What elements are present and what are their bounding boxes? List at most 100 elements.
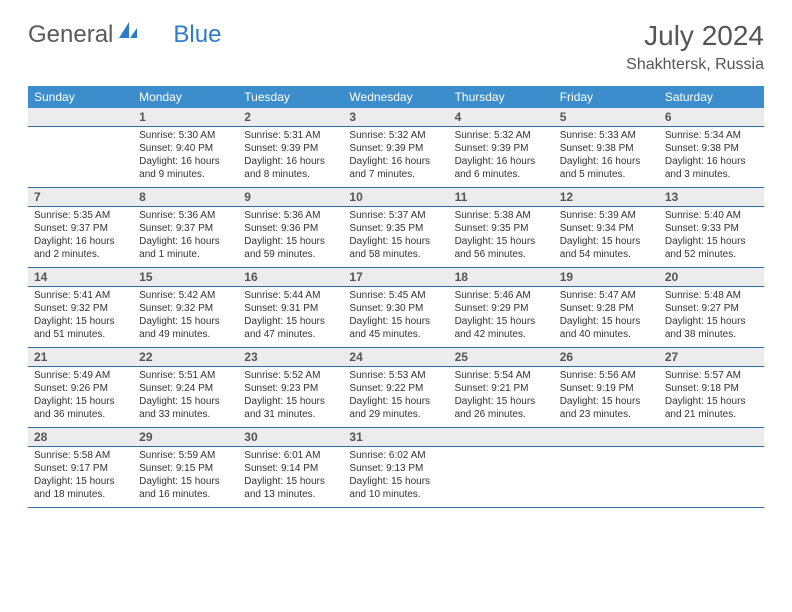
detail-line: Sunrise: 5:31 AM: [244, 129, 337, 142]
detail-line: and 51 minutes.: [34, 328, 127, 341]
day-detail-cell: [554, 447, 659, 508]
day-number: 31: [343, 428, 448, 446]
day-number: 28: [28, 428, 133, 446]
detail-line: and 9 minutes.: [139, 168, 232, 181]
day-detail: Sunrise: 5:32 AMSunset: 9:39 PMDaylight:…: [343, 127, 448, 187]
day-detail: Sunrise: 5:38 AMSunset: 9:35 PMDaylight:…: [449, 207, 554, 267]
day-detail-cell: Sunrise: 5:38 AMSunset: 9:35 PMDaylight:…: [449, 207, 554, 268]
detail-line: and 31 minutes.: [244, 408, 337, 421]
detail-line: Sunrise: 5:32 AM: [349, 129, 442, 142]
detail-line: Daylight: 15 hours: [139, 475, 232, 488]
detail-line: Sunset: 9:29 PM: [455, 302, 548, 315]
detail-line: Sunset: 9:40 PM: [139, 142, 232, 155]
day-number: 12: [554, 188, 659, 206]
detail-line: and 33 minutes.: [139, 408, 232, 421]
detail-line: and 3 minutes.: [665, 168, 758, 181]
detail-line: Sunset: 9:26 PM: [34, 382, 127, 395]
detail-line: Sunset: 9:15 PM: [139, 462, 232, 475]
day-detail: [659, 447, 764, 455]
day-detail: Sunrise: 5:41 AMSunset: 9:32 PMDaylight:…: [28, 287, 133, 347]
detail-line: Sunrise: 5:37 AM: [349, 209, 442, 222]
detail-line: Sunrise: 5:47 AM: [560, 289, 653, 302]
day-detail: Sunrise: 5:52 AMSunset: 9:23 PMDaylight:…: [238, 367, 343, 427]
day-number: 7: [28, 188, 133, 206]
day-detail-cell: Sunrise: 5:41 AMSunset: 9:32 PMDaylight:…: [28, 287, 133, 348]
day-detail: Sunrise: 5:49 AMSunset: 9:26 PMDaylight:…: [28, 367, 133, 427]
day-detail: [28, 127, 133, 135]
day-detail-cell: Sunrise: 5:59 AMSunset: 9:15 PMDaylight:…: [133, 447, 238, 508]
detail-line: and 7 minutes.: [349, 168, 442, 181]
day-number: 15: [133, 268, 238, 286]
detail-row: Sunrise: 5:49 AMSunset: 9:26 PMDaylight:…: [28, 367, 764, 428]
day-detail: Sunrise: 5:42 AMSunset: 9:32 PMDaylight:…: [133, 287, 238, 347]
detail-line: Sunrise: 5:38 AM: [455, 209, 548, 222]
day-detail-cell: Sunrise: 5:40 AMSunset: 9:33 PMDaylight:…: [659, 207, 764, 268]
detail-line: Sunrise: 5:51 AM: [139, 369, 232, 382]
detail-line: Daylight: 16 hours: [665, 155, 758, 168]
day-number-cell: 6: [659, 108, 764, 127]
detail-line: and 45 minutes.: [349, 328, 442, 341]
day-number: 26: [554, 348, 659, 366]
day-detail: Sunrise: 5:47 AMSunset: 9:28 PMDaylight:…: [554, 287, 659, 347]
day-number-cell: 29: [133, 428, 238, 447]
day-detail-cell: Sunrise: 5:39 AMSunset: 9:34 PMDaylight:…: [554, 207, 659, 268]
day-number: 5: [554, 108, 659, 126]
detail-line: Sunrise: 5:36 AM: [244, 209, 337, 222]
month-title: July 2024: [626, 20, 764, 52]
day-detail: Sunrise: 5:54 AMSunset: 9:21 PMDaylight:…: [449, 367, 554, 427]
day-detail-cell: Sunrise: 5:30 AMSunset: 9:40 PMDaylight:…: [133, 127, 238, 188]
day-number: 30: [238, 428, 343, 446]
day-number-cell: 31: [343, 428, 448, 447]
calendar-body: 123456Sunrise: 5:30 AMSunset: 9:40 PMDay…: [28, 108, 764, 508]
day-number-cell: 11: [449, 188, 554, 207]
sail-icon: [117, 20, 139, 49]
detail-line: Sunset: 9:39 PM: [244, 142, 337, 155]
day-number: 3: [343, 108, 448, 126]
day-detail-cell: Sunrise: 5:32 AMSunset: 9:39 PMDaylight:…: [449, 127, 554, 188]
detail-line: Sunrise: 5:34 AM: [665, 129, 758, 142]
detail-line: Sunrise: 6:01 AM: [244, 449, 337, 462]
day-number: 20: [659, 268, 764, 286]
day-detail-cell: Sunrise: 5:47 AMSunset: 9:28 PMDaylight:…: [554, 287, 659, 348]
day-detail-cell: Sunrise: 5:42 AMSunset: 9:32 PMDaylight:…: [133, 287, 238, 348]
day-detail: Sunrise: 5:46 AMSunset: 9:29 PMDaylight:…: [449, 287, 554, 347]
day-detail: Sunrise: 5:44 AMSunset: 9:31 PMDaylight:…: [238, 287, 343, 347]
detail-line: and 23 minutes.: [560, 408, 653, 421]
detail-line: and 1 minute.: [139, 248, 232, 261]
calendar-table: Sunday Monday Tuesday Wednesday Thursday…: [28, 86, 764, 508]
detail-line: Sunset: 9:38 PM: [665, 142, 758, 155]
detail-line: Sunset: 9:28 PM: [560, 302, 653, 315]
day-detail-cell: Sunrise: 5:37 AMSunset: 9:35 PMDaylight:…: [343, 207, 448, 268]
detail-line: Sunrise: 5:58 AM: [34, 449, 127, 462]
detail-line: Daylight: 15 hours: [349, 315, 442, 328]
day-detail: Sunrise: 5:30 AMSunset: 9:40 PMDaylight:…: [133, 127, 238, 187]
day-detail: Sunrise: 5:58 AMSunset: 9:17 PMDaylight:…: [28, 447, 133, 507]
day-detail-cell: Sunrise: 5:32 AMSunset: 9:39 PMDaylight:…: [343, 127, 448, 188]
day-number: 24: [343, 348, 448, 366]
weekday-header: Thursday: [449, 86, 554, 108]
daynum-row: 14151617181920: [28, 268, 764, 287]
day-number: 13: [659, 188, 764, 206]
day-detail-cell: Sunrise: 5:52 AMSunset: 9:23 PMDaylight:…: [238, 367, 343, 428]
detail-line: Sunset: 9:22 PM: [349, 382, 442, 395]
detail-row: Sunrise: 5:58 AMSunset: 9:17 PMDaylight:…: [28, 447, 764, 508]
detail-line: Daylight: 15 hours: [665, 315, 758, 328]
weekday-header: Wednesday: [343, 86, 448, 108]
location: Shakhtersk, Russia: [626, 56, 764, 74]
detail-line: and 58 minutes.: [349, 248, 442, 261]
detail-line: Daylight: 15 hours: [244, 235, 337, 248]
day-number: 18: [449, 268, 554, 286]
detail-line: Sunset: 9:36 PM: [244, 222, 337, 235]
day-number: 25: [449, 348, 554, 366]
day-number-cell: [28, 108, 133, 127]
detail-line: Daylight: 15 hours: [34, 475, 127, 488]
detail-line: Sunset: 9:30 PM: [349, 302, 442, 315]
day-detail: Sunrise: 5:40 AMSunset: 9:33 PMDaylight:…: [659, 207, 764, 267]
detail-line: Sunrise: 5:45 AM: [349, 289, 442, 302]
detail-line: Sunset: 9:18 PM: [665, 382, 758, 395]
day-number: 14: [28, 268, 133, 286]
detail-line: Sunrise: 5:54 AM: [455, 369, 548, 382]
day-detail-cell: Sunrise: 5:35 AMSunset: 9:37 PMDaylight:…: [28, 207, 133, 268]
detail-line: Daylight: 15 hours: [560, 315, 653, 328]
detail-line: Sunrise: 5:41 AM: [34, 289, 127, 302]
